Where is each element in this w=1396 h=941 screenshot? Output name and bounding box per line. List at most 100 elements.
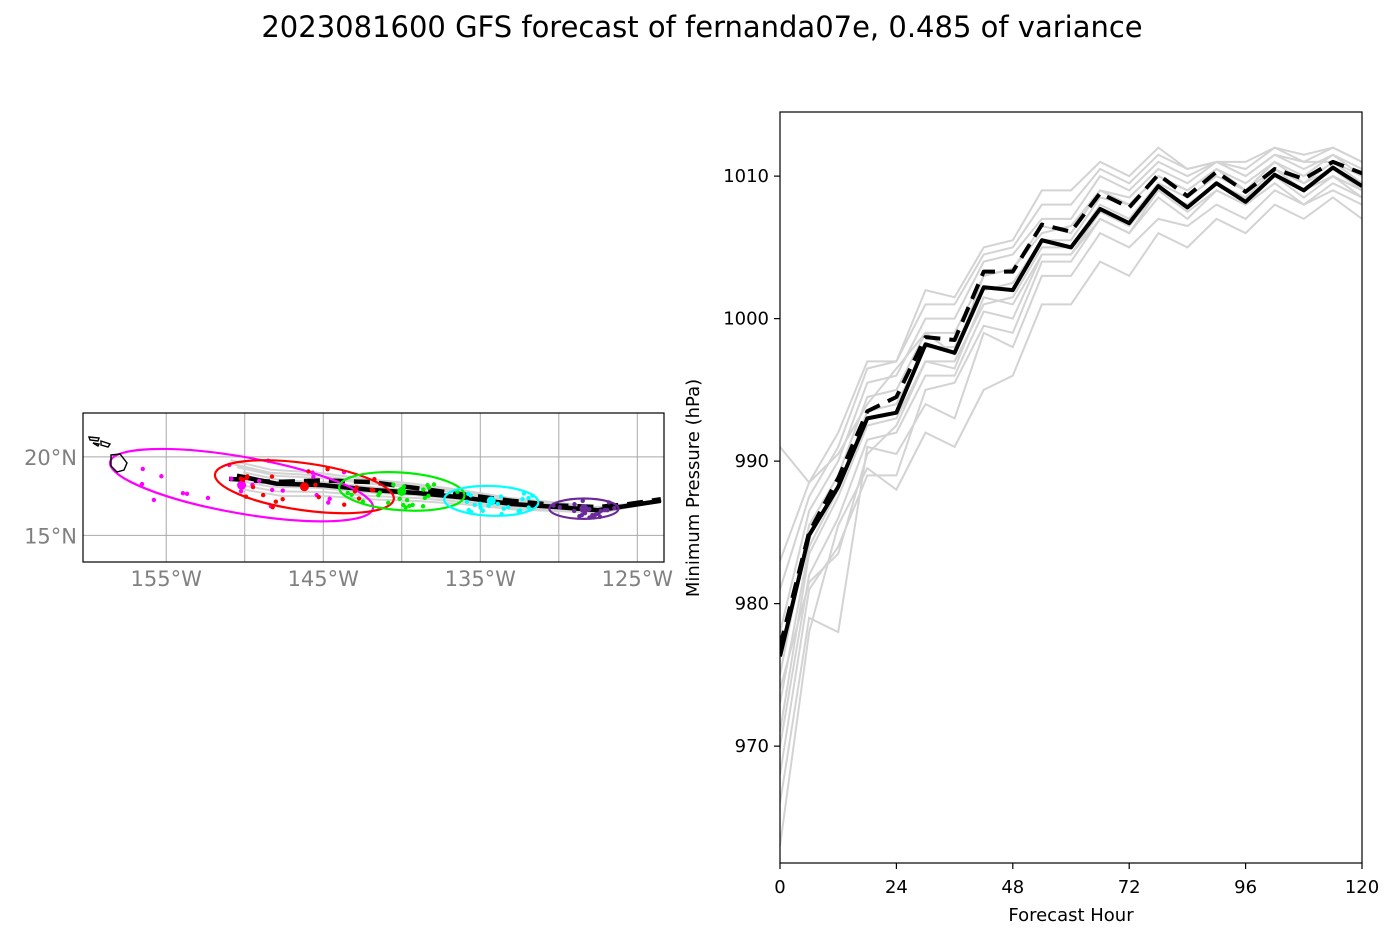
ellipse-center-red <box>299 482 309 492</box>
uncertainty-ellipse-purple <box>548 497 620 520</box>
member-position-red <box>306 469 311 474</box>
member-position-magenta <box>269 487 275 493</box>
uncertainty-ellipse-red <box>213 459 395 515</box>
member-position-purple <box>551 503 556 508</box>
member-position-red <box>260 492 266 498</box>
y-tick-label: 980 <box>735 594 769 615</box>
member-position-magenta <box>205 495 211 501</box>
map-frame <box>82 412 665 563</box>
map-y-tick-label: 15°N <box>24 524 77 548</box>
member-position-cyan <box>478 505 483 510</box>
y-tick-label: 1010 <box>723 166 769 187</box>
member-position-cyan <box>499 511 504 517</box>
ellipse-center-green <box>397 486 407 496</box>
member-position-magenta <box>311 474 316 480</box>
member-position-cyan <box>495 501 500 506</box>
ensemble-pressure-line <box>780 146 1362 590</box>
member-position-green <box>431 482 437 487</box>
x-tick-label: 0 <box>774 877 785 898</box>
pressure-frame <box>779 111 1363 864</box>
member-position-green <box>422 495 428 501</box>
map-ensemble-track <box>243 488 663 515</box>
member-position-green <box>420 504 426 509</box>
uncertainty-ellipse-magenta <box>108 447 375 523</box>
member-position-red <box>243 494 249 499</box>
x-tick-label: 72 <box>1118 877 1141 898</box>
x-tick-label: 24 <box>885 877 908 898</box>
member-position-purple <box>597 514 603 520</box>
member-position-red <box>269 474 275 479</box>
y-tick-label: 1000 <box>723 309 769 330</box>
member-position-purple <box>571 508 577 514</box>
member-position-magenta <box>256 478 262 484</box>
member-position-magenta <box>159 474 164 479</box>
member-position-green <box>360 499 366 504</box>
member-position-green <box>386 500 391 505</box>
map-x-tick-label: 155°W <box>131 567 203 591</box>
map-x-tick-label: 125°W <box>602 567 674 591</box>
ensemble-pressure-line <box>780 167 1362 484</box>
y-tick-label: 990 <box>735 451 769 472</box>
map-ellipses <box>108 447 620 523</box>
ensemble-pressure-line <box>780 182 1362 690</box>
member-position-cyan <box>501 506 506 511</box>
member-position-green <box>400 502 406 508</box>
member-position-cyan <box>472 502 477 508</box>
member-position-cyan <box>520 496 525 502</box>
member-position-red <box>313 482 318 488</box>
ensemble-lines <box>780 146 1362 847</box>
member-position-red <box>240 477 246 483</box>
member-position-magenta <box>139 481 145 487</box>
member-position-red <box>325 466 330 472</box>
ellipse-center-purple <box>579 504 589 514</box>
member-position-green <box>391 482 396 487</box>
member-position-cyan <box>498 494 504 499</box>
ellipse-center-cyan <box>486 496 496 506</box>
uncertainty-ellipse-green <box>337 471 466 512</box>
x-tick-label: 120 <box>1345 877 1379 898</box>
member-position-purple <box>606 500 612 505</box>
member-position-magenta <box>238 489 244 494</box>
ensemble-pressure-line <box>780 146 1362 633</box>
member-position-cyan <box>464 499 470 505</box>
member-position-magenta <box>327 496 332 501</box>
member-position-green <box>349 492 354 498</box>
member-position-magenta <box>229 476 234 482</box>
member-position-red <box>352 489 358 494</box>
map-x-tick-label: 145°W <box>288 567 360 591</box>
mean-pressure-line-solid <box>780 165 1362 657</box>
member-position-cyan <box>477 501 483 507</box>
member-position-magenta <box>326 500 331 505</box>
y-axis-label: Minimum Pressure (hPa) <box>683 379 704 597</box>
member-position-magenta <box>151 497 157 503</box>
member-position-cyan <box>521 491 527 496</box>
map-x-tick-label: 135°W <box>445 567 517 591</box>
ensemble-pressure-line <box>780 196 1362 847</box>
member-position-magenta <box>280 488 285 493</box>
ellipse-center-magenta <box>237 480 247 490</box>
y-tick-label: 970 <box>735 736 769 757</box>
mean-lines <box>780 159 1362 657</box>
member-position-red <box>354 485 359 490</box>
member-position-green <box>421 487 426 492</box>
member-position-red <box>372 476 377 482</box>
member-position-purple <box>572 501 577 507</box>
member-position-red <box>250 484 256 490</box>
member-position-red <box>369 487 374 493</box>
member-position-green <box>426 485 432 490</box>
member-position-red <box>280 496 285 502</box>
x-tick-label: 96 <box>1234 877 1257 898</box>
mean-pressure-line-dashed <box>780 159 1362 647</box>
hawaii-coastline <box>87 436 128 473</box>
member-position-green <box>404 497 410 503</box>
member-position-red <box>273 499 279 504</box>
member-position-magenta <box>140 466 145 472</box>
member-position-cyan <box>526 505 531 510</box>
member-position-purple <box>612 505 617 511</box>
member-position-purple <box>577 513 582 519</box>
member-position-cyan <box>466 491 471 497</box>
member-position-red <box>316 494 321 500</box>
member-position-cyan <box>516 508 521 514</box>
member-position-purple <box>605 507 610 513</box>
